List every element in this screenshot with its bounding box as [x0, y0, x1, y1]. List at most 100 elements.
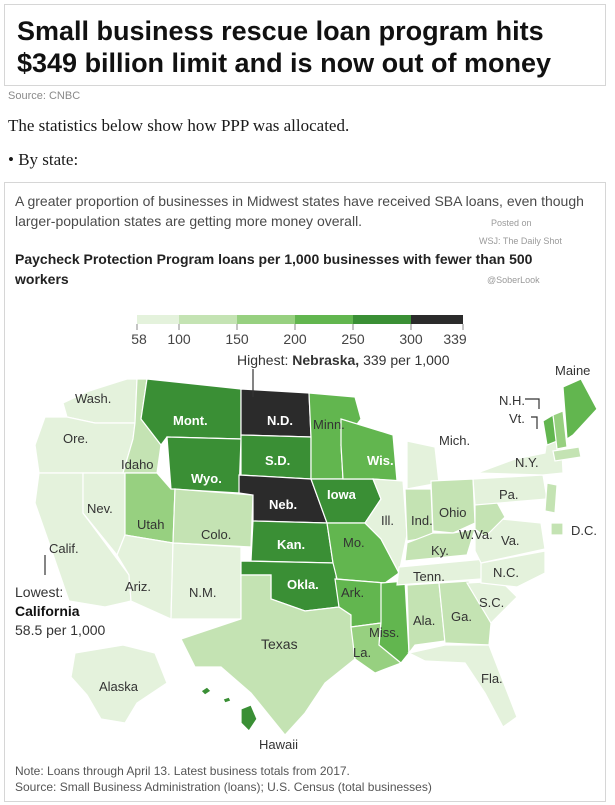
legend-tick: 250: [341, 331, 365, 347]
label-nev: Nev.: [87, 501, 113, 516]
watermark-wsj: WSJ: The Daily Shot: [479, 236, 562, 246]
note-text: Note: Loans through April 13. Latest bus…: [15, 764, 350, 778]
sources-text: Source: Small Business Administration (l…: [15, 780, 432, 794]
state-alabama[interactable]: [406, 582, 446, 655]
label-iowa: Iowa: [327, 487, 357, 502]
label-ohio: Ohio: [439, 505, 466, 520]
state-florida[interactable]: [407, 644, 518, 728]
headline-box: Small business rescue loan program hits …: [4, 4, 606, 86]
label-la: La.: [353, 645, 371, 660]
label-alaska: Alaska: [99, 679, 139, 694]
state-new-jersey[interactable]: [544, 482, 558, 514]
label-wis: Wis.: [367, 453, 394, 468]
label-colo: Colo.: [201, 527, 231, 542]
intro-text: The statistics below show how PPP was al…: [8, 116, 350, 135]
highest-value: 339 per 1,000: [363, 352, 450, 368]
label-nc: N.C.: [493, 565, 519, 580]
label-kan: Kan.: [277, 537, 305, 552]
state-wisconsin[interactable]: [340, 418, 398, 482]
label-minn: Minn.: [313, 417, 345, 432]
nh-leader-line: [525, 398, 540, 409]
state-ohio[interactable]: [430, 478, 476, 534]
state-alaska[interactable]: [70, 644, 168, 724]
state-colorado[interactable]: [172, 488, 254, 548]
legend-swatch-2: [179, 315, 237, 324]
label-mo: Mo.: [343, 535, 365, 550]
label-ind: Ind.: [411, 513, 433, 528]
state-new-hampshire[interactable]: [552, 410, 568, 450]
label-nh: N.H.: [499, 393, 525, 408]
label-utah: Utah: [137, 517, 164, 532]
label-mont: Mont.: [173, 413, 208, 428]
label-ark: Ark.: [341, 585, 364, 600]
state-illinois[interactable]: [364, 478, 408, 575]
label-tenn: Tenn.: [413, 569, 445, 584]
figure-notes: Note: Loans through April 13. Latest bus…: [15, 763, 432, 795]
legend-swatch-5: [353, 315, 411, 324]
label-ala: Ala.: [413, 613, 435, 628]
label-maine: Maine: [555, 363, 590, 378]
bullet-by-state: • By state:: [8, 150, 79, 169]
state-georgia[interactable]: [438, 580, 492, 646]
label-ore: Ore.: [63, 431, 88, 446]
state-texas[interactable]: [180, 574, 356, 736]
watermark-handle: @SoberLook: [487, 275, 540, 285]
state-montana[interactable]: [140, 378, 242, 446]
label-ill: Ill.: [381, 513, 394, 528]
label-idaho: Idaho: [121, 457, 154, 472]
label-wva: W.Va.: [459, 527, 493, 542]
state-maine[interactable]: [562, 378, 598, 441]
label-nd: N.D.: [267, 413, 293, 428]
legend-swatch-4: [295, 315, 353, 324]
legend-tick: 150: [225, 331, 249, 347]
label-miss: Miss.: [369, 625, 399, 640]
state-new-mexico[interactable]: [170, 542, 242, 620]
legend-tick: 58: [131, 331, 147, 347]
label-calif: Calif.: [49, 541, 79, 556]
label-texas: Texas: [261, 636, 298, 652]
callout-lines: [44, 369, 540, 575]
source-credit: Source: CNBC: [8, 90, 81, 102]
state-hawaii[interactable]: [200, 686, 258, 732]
label-ariz: Ariz.: [125, 579, 151, 594]
label-va: Va.: [501, 533, 520, 548]
states-layer: [34, 378, 598, 736]
label-sd: S.D.: [265, 453, 290, 468]
legend-tick: 200: [283, 331, 307, 347]
state-dc[interactable]: [550, 522, 564, 536]
state-utah[interactable]: [124, 472, 176, 544]
label-ga: Ga.: [451, 609, 472, 624]
legend-swatch-1: [137, 315, 179, 324]
label-pa: Pa.: [499, 487, 519, 502]
figure-subtitle: A greater proportion of businesses in Mi…: [15, 193, 584, 229]
map-figure: A greater proportion of businesses in Mi…: [4, 182, 606, 802]
label-neb: Neb.: [269, 497, 297, 512]
lowest-value: 58.5 per 1,000: [15, 622, 106, 638]
legend: 58 100 150 200 250 300 339: [131, 315, 467, 347]
label-hawaii: Hawaii: [259, 737, 298, 752]
label-sc: S.C.: [479, 595, 504, 610]
watermark-posted: Posted on: [491, 218, 532, 228]
highest-prefix: Highest:: [237, 352, 292, 368]
label-ny: N.Y.: [515, 455, 539, 470]
label-fla: Fla.: [481, 671, 503, 686]
label-dc: D.C.: [571, 523, 597, 538]
state-labels-dark: Mont. Wyo. N.D. S.D. Neb. Kan. Okla. Iow…: [173, 413, 394, 592]
state-labels: Wash. Ore. Idaho Nev. Calif. Ariz. Utah …: [49, 363, 597, 752]
lowest-label: Lowest:: [15, 584, 63, 600]
label-wash: Wash.: [75, 391, 111, 406]
choropleth-map: 58 100 150 200 250 300 339: [15, 315, 598, 752]
label-okla: Okla.: [287, 577, 319, 592]
label-mich: Mich.: [439, 433, 470, 448]
state-massachusetts[interactable]: [552, 446, 582, 462]
legend-swatch-6: [411, 315, 463, 324]
legend-tick: 300: [399, 331, 423, 347]
headline: Small business rescue loan program hits …: [17, 16, 552, 78]
lowest-state: California: [15, 603, 80, 619]
figure-title: Paycheck Protection Program loans per 1,…: [15, 251, 533, 287]
label-wyo: Wyo.: [191, 471, 222, 486]
vt-leader-line: [531, 416, 538, 429]
legend-tick: 100: [167, 331, 191, 347]
highest-state: Nebraska,: [292, 352, 359, 368]
legend-tick: 339: [443, 331, 467, 347]
